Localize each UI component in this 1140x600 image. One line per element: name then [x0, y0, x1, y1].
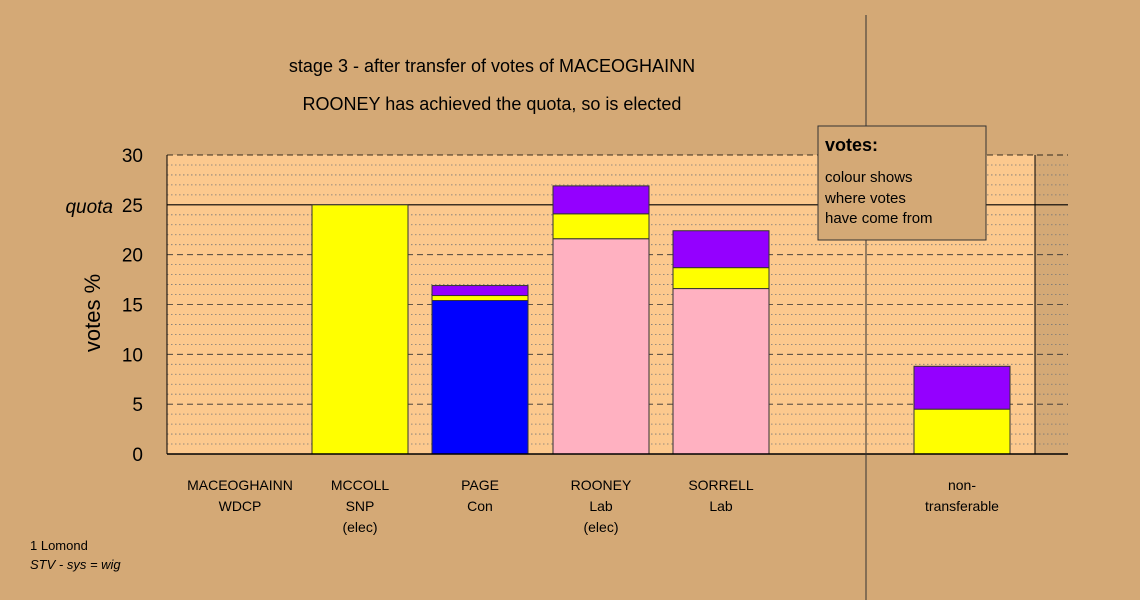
- footer-line-1: 1 Lomond: [30, 538, 88, 553]
- category-label: WDCP: [219, 498, 262, 514]
- legend-line-1: colour shows: [825, 169, 913, 186]
- y-tick-labels: 0 5 10 15 20 25 30: [122, 146, 143, 466]
- legend-box: votes: colour shows where votes have com…: [817, 125, 987, 241]
- category-label: ROONEY: [571, 477, 632, 493]
- category-label: transferable: [925, 498, 999, 514]
- y-tick-label: 0: [132, 445, 143, 466]
- bar-segment: [552, 238, 650, 455]
- legend-line-2: where votes: [824, 190, 906, 207]
- category-label: MACEOGHAINN: [187, 477, 293, 493]
- bar-segment: [552, 185, 650, 215]
- bar-segment: [672, 288, 770, 455]
- category-label: Con: [467, 498, 493, 514]
- y-tick-label: 5: [132, 395, 143, 416]
- chart-title: stage 3 - after transfer of votes of MAC…: [289, 56, 695, 76]
- y-tick-label: 10: [122, 345, 143, 366]
- y-tick-label: 25: [122, 196, 143, 217]
- legend-line-3: have come from: [825, 210, 933, 227]
- category-label: non-: [948, 477, 976, 493]
- bar-segment: [552, 213, 650, 240]
- category-label: MCCOLL: [331, 477, 390, 493]
- bar-segment: [431, 300, 529, 455]
- legend-heading: votes:: [825, 135, 878, 155]
- y-tick-label: 30: [122, 146, 143, 167]
- y-tick-label: 20: [122, 246, 143, 267]
- bar-segment: [913, 365, 1011, 410]
- y-tick-label: 15: [122, 296, 143, 317]
- category-label: SORRELL: [688, 477, 754, 493]
- bar-segment: [913, 408, 1011, 455]
- bar-segment: [311, 204, 409, 455]
- y-axis-label: votes %: [80, 274, 105, 352]
- axes: [166, 15, 1068, 600]
- bars: [311, 185, 1011, 455]
- quota-label: quota: [65, 197, 113, 218]
- category-label: Lab: [709, 498, 733, 514]
- chart-subtitle: ROONEY has achieved the quota, so is ele…: [303, 94, 682, 114]
- category-label: PAGE: [461, 477, 499, 493]
- x-category-labels: MACEOGHAINN WDCP MCCOLL SNP (elec) PAGE Con ROO…: [187, 477, 999, 535]
- category-label: SNP: [346, 498, 375, 514]
- bar-segment: [431, 295, 529, 302]
- bar-segment: [431, 285, 529, 297]
- category-label: Lab: [589, 498, 613, 514]
- bar-segment: [672, 230, 770, 269]
- footer-line-2: STV - sys = wig: [30, 557, 121, 572]
- category-label: (elec): [342, 519, 377, 535]
- bar-segment: [672, 267, 770, 290]
- category-label: (elec): [583, 519, 618, 535]
